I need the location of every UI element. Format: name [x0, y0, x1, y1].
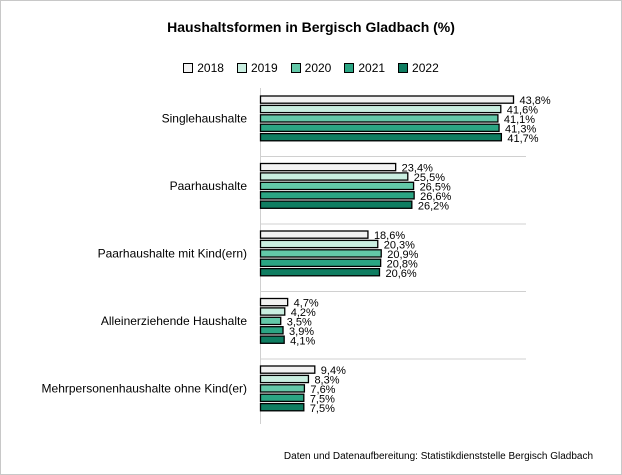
- bar-2022: [259, 335, 285, 344]
- bar-2020: [259, 181, 415, 191]
- bar-2021: [259, 123, 500, 133]
- data-label: 18,6%: [374, 230, 405, 242]
- category-label: Mehrpersonenhaushalte ohne Kind(er): [42, 381, 247, 395]
- legend-item-2020: 2020: [290, 61, 332, 75]
- data-label: 4,1%: [290, 335, 315, 347]
- category-label: Singlehaushalte: [162, 111, 248, 125]
- data-label: 7,5%: [310, 393, 335, 405]
- legend-item-2022: 2022: [398, 61, 439, 75]
- chart-legend: 2018 2019 2020 2021 2022: [0, 61, 622, 75]
- data-label: 43,8%: [520, 95, 551, 107]
- category-label: Alleinerziehende Haushalte: [101, 314, 247, 328]
- data-label: 26,6%: [420, 191, 451, 203]
- legend-swatch: [183, 63, 194, 73]
- data-label: 9,4%: [321, 365, 346, 377]
- legend-label: 2018: [197, 61, 224, 75]
- data-label: 23,4%: [402, 163, 433, 175]
- data-label: 3,9%: [289, 326, 314, 338]
- data-label: 7,6%: [310, 384, 335, 396]
- data-label: 26,2%: [418, 200, 449, 212]
- legend-label: 2019: [250, 61, 278, 75]
- bar-2022: [259, 267, 381, 277]
- data-label: 41,3%: [505, 123, 536, 135]
- bar-2019: [259, 307, 286, 316]
- bar-2018: [259, 95, 515, 104]
- data-label: 7,5%: [310, 403, 335, 415]
- bar-2021: [259, 393, 305, 403]
- data-label: 41,1%: [504, 114, 535, 126]
- legend-swatch: [398, 63, 409, 73]
- bar-2019: [259, 374, 310, 384]
- bar-2022: [259, 132, 503, 142]
- bar-2018: [259, 365, 316, 374]
- data-label: 41,7%: [507, 133, 538, 145]
- bar-2021: [259, 326, 284, 335]
- bar-2018: [259, 162, 397, 172]
- legend-label: 2020: [304, 61, 332, 75]
- legend-item-2018: 2018: [183, 61, 224, 75]
- legend-label: 2022: [412, 61, 439, 75]
- source-note: Daten und Datenaufbereitung: Statistikdi…: [283, 451, 593, 462]
- bar-2018: [259, 230, 369, 239]
- data-label: 20,3%: [384, 240, 415, 252]
- data-label: 25,5%: [414, 172, 445, 184]
- legend-label: 2021: [358, 61, 386, 75]
- bar-2021: [259, 258, 382, 268]
- data-label: 4,2%: [291, 307, 316, 319]
- legend-swatch: [344, 63, 355, 73]
- data-label: 20,6%: [385, 268, 416, 280]
- bar-2020: [259, 249, 382, 258]
- data-label: 4,7%: [294, 298, 319, 310]
- bar-2018: [259, 297, 289, 307]
- data-label: 8,3%: [314, 375, 339, 387]
- bar-2019: [259, 104, 502, 114]
- data-label: 20,8%: [387, 258, 418, 270]
- bar-2019: [259, 172, 409, 181]
- bar-2019: [259, 239, 379, 249]
- legend-item-2021: 2021: [344, 61, 385, 75]
- chart-title: Haushaltsformen in Bergisch Gladbach (%): [167, 19, 455, 35]
- legend-swatch: [290, 63, 301, 73]
- data-label: 3,5%: [287, 317, 312, 329]
- category-label: Paarhaushalte mit Kind(ern): [98, 246, 247, 260]
- data-label: 20,9%: [387, 249, 418, 261]
- bar-2021: [259, 191, 415, 200]
- data-label: 26,5%: [420, 182, 451, 194]
- bar-2022: [259, 402, 305, 412]
- legend-swatch: [236, 63, 247, 73]
- bar-2020: [259, 316, 282, 326]
- data-label: 41,6%: [507, 105, 538, 117]
- bar-2020: [259, 114, 499, 123]
- category-label: Paarhaushalte: [170, 179, 248, 193]
- legend-item-2019: 2019: [236, 61, 278, 75]
- bar-2022: [259, 200, 413, 209]
- bar-2020: [259, 384, 306, 393]
